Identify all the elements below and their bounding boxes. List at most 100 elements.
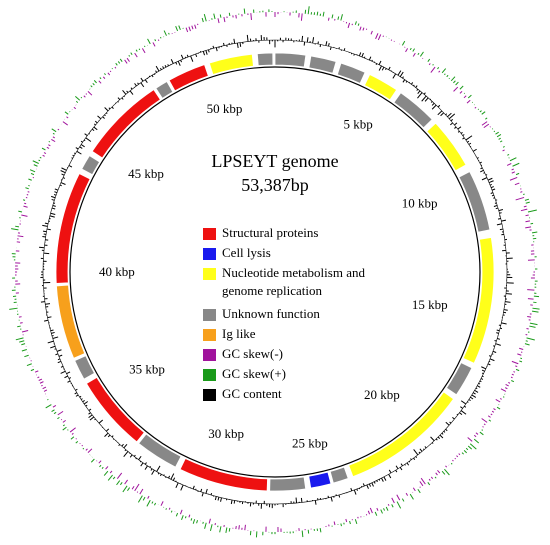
- gc-track: [501, 322, 507, 325]
- gc-track: [500, 388, 507, 392]
- gc-track: [57, 410, 64, 416]
- gc-track: [51, 409, 55, 413]
- backbone: [69, 66, 481, 478]
- gc-track: [76, 150, 82, 155]
- gc-track: [468, 399, 471, 402]
- gc-track: [480, 169, 484, 173]
- gc-track: [114, 66, 117, 69]
- gc-track: [52, 136, 56, 139]
- gc-track: [333, 521, 336, 526]
- gc-track: [250, 13, 252, 21]
- gc-track: [55, 353, 59, 356]
- gc-track: [415, 85, 418, 88]
- gc-track: [195, 53, 198, 58]
- gc-track: [499, 212, 502, 214]
- gc-track: [452, 459, 454, 462]
- gc-track: [472, 148, 477, 152]
- gc-track: [144, 462, 147, 465]
- gene-arc: [308, 55, 337, 74]
- gc-track: [331, 14, 334, 19]
- gc-track: [469, 443, 477, 450]
- gc-track: [34, 370, 39, 373]
- gc-track: [489, 358, 495, 362]
- gc-track: [85, 448, 88, 451]
- gc-track: [75, 394, 79, 397]
- gc-track: [131, 485, 135, 490]
- gc-track: [80, 140, 83, 143]
- tick-label: 15 kbp: [412, 297, 448, 312]
- gc-track: [49, 215, 55, 218]
- gc-track: [460, 406, 463, 409]
- gc-track: [188, 514, 191, 518]
- gene-arc: [208, 53, 254, 76]
- gc-track: [419, 486, 421, 488]
- gc-track: [338, 494, 341, 498]
- gc-track: [503, 309, 508, 311]
- gc-track: [117, 61, 121, 64]
- gene-arc: [138, 433, 182, 468]
- gc-track: [460, 400, 467, 405]
- gc-track: [233, 500, 236, 504]
- gc-track: [329, 46, 332, 50]
- gc-track: [527, 298, 534, 300]
- legend: Structural proteins Cell lysis Nucleotide …: [203, 225, 365, 401]
- gc-track: [24, 354, 29, 358]
- gc-track: [139, 488, 144, 495]
- gc-track: [126, 90, 129, 93]
- gc-track: [150, 468, 153, 471]
- gc-track: [497, 218, 501, 220]
- gc-track: [427, 482, 431, 486]
- gc-track: [496, 223, 503, 226]
- gc-track: [474, 106, 477, 109]
- gc-track: [511, 373, 514, 376]
- gc-track: [358, 52, 362, 57]
- gc-track: [93, 126, 98, 131]
- gc-track: [437, 67, 440, 70]
- gc-track: [517, 353, 522, 356]
- gc-track: [57, 360, 62, 364]
- gc-track: [135, 49, 138, 52]
- gc-track: [244, 524, 246, 531]
- gc-track: [50, 212, 56, 215]
- gc-track: [180, 484, 184, 491]
- gc-track: [450, 76, 456, 82]
- gc-track: [107, 474, 113, 481]
- gc-track: [525, 340, 528, 342]
- gc-track: [399, 467, 403, 471]
- gc-track: [491, 410, 495, 413]
- gc-track: [513, 371, 516, 373]
- gc-track: [439, 434, 444, 439]
- gc-track: [181, 515, 184, 521]
- gc-track: [428, 63, 431, 66]
- gc-track: [41, 147, 46, 151]
- gc-track: [85, 93, 88, 95]
- gc-track: [103, 470, 109, 476]
- gc-track: [47, 398, 49, 401]
- gc-track: [350, 487, 353, 492]
- gc-track: [479, 431, 484, 436]
- gc-track: [430, 476, 434, 480]
- gc-track: [9, 307, 18, 310]
- gc-track: [466, 99, 471, 104]
- gc-track: [527, 289, 535, 291]
- gc-track: [490, 192, 494, 194]
- gene-arc: [74, 355, 95, 380]
- gc-track: [502, 396, 505, 398]
- gc-track: [529, 322, 538, 326]
- gc-track: [83, 401, 89, 405]
- gc-track: [19, 322, 23, 324]
- gc-track: [383, 508, 385, 511]
- gene-arc: [329, 466, 349, 484]
- gc-track: [54, 188, 59, 191]
- gc-track: [79, 395, 82, 398]
- gc-track: [91, 128, 95, 132]
- gc-track: [111, 435, 114, 438]
- gc-track: [39, 156, 42, 159]
- gc-track: [495, 131, 499, 135]
- gc-track: [519, 360, 523, 363]
- gc-track: [175, 512, 179, 517]
- gc-track: [441, 470, 446, 475]
- gc-track: [450, 462, 453, 465]
- gc-track: [499, 140, 503, 143]
- gc-track: [75, 147, 79, 150]
